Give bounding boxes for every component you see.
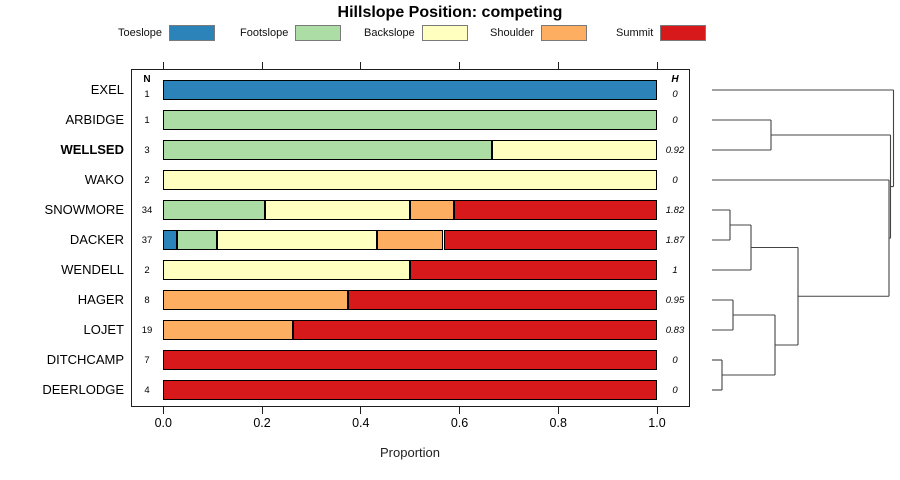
n-value: 3 (144, 145, 150, 156)
legend-swatch-shoulder (541, 24, 588, 41)
axis-tick-label: 0.0 (154, 416, 172, 430)
axis-tick-label: 1.0 (648, 416, 666, 430)
h-value: 0.92 (665, 145, 685, 156)
bar-segment-backslope (163, 260, 411, 280)
h-value: 0 (672, 175, 678, 186)
h-value: 0 (672, 115, 678, 126)
row-label-lojet: LOJET (83, 322, 124, 337)
legend-label: Toeslope (118, 26, 163, 39)
row-label-exel: EXEL (90, 82, 124, 97)
axis-tick-bottom (360, 407, 362, 414)
h-value: 1.82 (665, 205, 685, 216)
axis-tick-label: 0.8 (549, 416, 567, 430)
legend-item-backslope: Backslope (364, 24, 468, 41)
axis-tick-label: 0.2 (253, 416, 271, 430)
row-label-arbidge: ARBIDGE (65, 112, 124, 127)
legend-item-summit: Summit (616, 24, 707, 41)
legend-label: Footslope (240, 26, 289, 39)
legend-label: Backslope (364, 26, 415, 39)
bar-segment-toeslope (163, 230, 177, 250)
bar-segment-backslope (216, 230, 377, 250)
axis-tick-bottom (557, 407, 559, 414)
n-value: 2 (144, 175, 150, 186)
legend-item-toeslope: Toeslope (118, 24, 216, 41)
bar-segment-backslope (163, 170, 657, 190)
bar-segment-footslope (163, 110, 657, 130)
row-label-deerlodge: DEERLODGE (42, 382, 124, 397)
legend-swatch-backslope (421, 24, 468, 41)
axis-tick-bottom (656, 407, 658, 414)
legend-swatch-footslope (295, 24, 342, 41)
row-label-snowmore: SNOWMORE (44, 202, 124, 217)
h-value: 0 (672, 385, 678, 396)
row-label-wellsed: WELLSED (60, 142, 124, 157)
bar-segment-summit (443, 230, 657, 250)
n-value: 7 (144, 355, 150, 366)
axis-tick-top (360, 62, 362, 69)
n-value: 4 (144, 385, 150, 396)
axis-tick-top (261, 62, 263, 69)
h-value: 1 (672, 265, 678, 276)
row-label-wako: WAKO (84, 172, 124, 187)
chart-title: Hillslope Position: competing (337, 4, 563, 21)
legend-label: Summit (616, 26, 654, 39)
axis-tick-bottom (261, 407, 263, 414)
h-value: 0.95 (665, 295, 685, 306)
n-column-header: N (143, 74, 151, 85)
axis-tick-top (557, 62, 559, 69)
axis-tick-top (656, 62, 658, 69)
h-value: 0 (672, 89, 678, 100)
bar-segment-summit (163, 380, 657, 400)
row-label-ditchcamp: DITCHCAMP (46, 352, 124, 367)
axis-tick-label: 0.4 (352, 416, 370, 430)
n-value: 34 (141, 205, 153, 216)
h-value: 1.87 (665, 235, 685, 246)
n-value: 1 (144, 89, 150, 100)
h-value: 0 (672, 355, 678, 366)
bar-segment-summit (453, 200, 657, 220)
legend-label: Shoulder (490, 26, 535, 39)
bar-segment-summit (348, 290, 657, 310)
bar-segment-shoulder (163, 320, 294, 340)
row-label-hager: HAGER (77, 292, 124, 307)
bar-segment-backslope (264, 200, 411, 220)
axis-tick-top (162, 62, 164, 69)
n-value: 1 (144, 115, 150, 126)
bar-segment-summit (410, 260, 657, 280)
bar-segment-backslope (492, 140, 657, 160)
x-axis-title: Proportion (380, 445, 440, 460)
axis-tick-bottom (459, 407, 461, 414)
axis-tick-bottom (162, 407, 164, 414)
h-value: 0.83 (665, 325, 685, 336)
bar-segment-footslope (176, 230, 217, 250)
row-label-wendell: WENDELL (61, 262, 124, 277)
n-value: 2 (144, 265, 150, 276)
legend-item-footslope: Footslope (240, 24, 342, 41)
legend-swatch-summit (660, 24, 707, 41)
n-value: 19 (141, 325, 153, 336)
bar-segment-footslope (163, 200, 265, 220)
h-column-header: H (671, 74, 679, 85)
axis-tick-label: 0.6 (450, 416, 469, 430)
axis-tick-top (459, 62, 461, 69)
legend-item-shoulder: Shoulder (490, 24, 588, 41)
n-value: 37 (141, 235, 153, 246)
bar-segment-shoulder (163, 290, 349, 310)
row-label-dacker: DACKER (69, 232, 124, 247)
bar-segment-shoulder (410, 200, 454, 220)
bar-segment-summit (293, 320, 657, 340)
bar-segment-summit (163, 350, 657, 370)
n-value: 8 (144, 295, 150, 306)
bar-segment-shoulder (376, 230, 444, 250)
legend-swatch-toeslope (169, 24, 216, 41)
bar-segment-toeslope (163, 80, 657, 100)
bar-segment-footslope (163, 140, 493, 160)
